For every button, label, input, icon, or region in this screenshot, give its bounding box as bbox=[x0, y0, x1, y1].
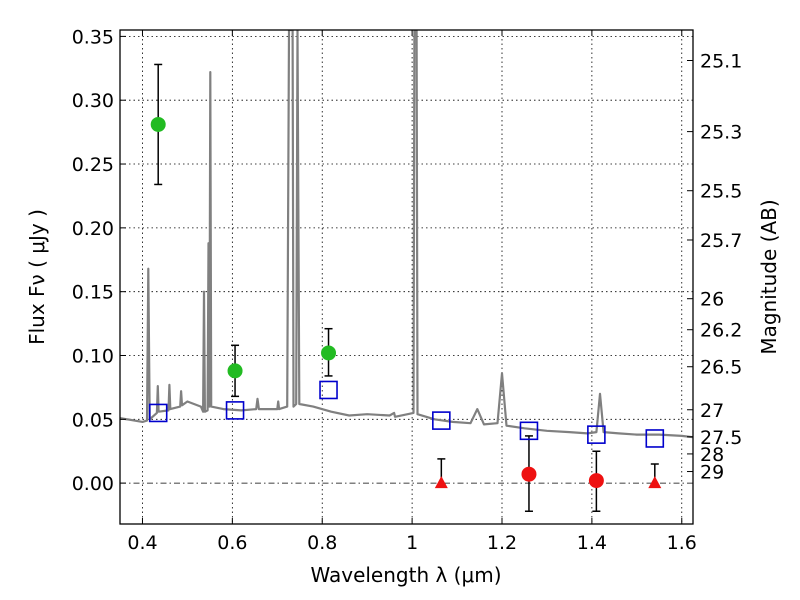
photometry-point bbox=[588, 473, 604, 489]
y2-tick-label: 29 bbox=[700, 462, 724, 484]
y-ticks: 0.00 0.05 0.10 0.15 0.20 0.25 0.30 0.35 bbox=[72, 26, 126, 495]
model-photometry-square bbox=[148, 403, 168, 423]
x-tick-label: 1.2 bbox=[487, 532, 517, 554]
model-spectrum bbox=[120, 30, 693, 439]
plot-frame bbox=[119, 29, 694, 525]
model-photometry-square bbox=[587, 425, 606, 444]
y2-tick-label: 25.7 bbox=[700, 230, 742, 252]
y2-tick-label: 28 bbox=[700, 444, 724, 466]
y2-tick-label: 26.2 bbox=[700, 320, 742, 342]
y2-tick-label: 27 bbox=[700, 400, 724, 422]
photometry-point bbox=[150, 116, 166, 132]
y-tick-label: 0.10 bbox=[72, 346, 114, 368]
x-axis-label: Wavelength λ (μm) bbox=[310, 563, 501, 587]
y-tick-label: 0.20 bbox=[72, 218, 114, 240]
model-photometry-square bbox=[225, 401, 245, 420]
model-spectrum-line bbox=[120, 30, 693, 439]
grid bbox=[120, 30, 693, 524]
markers bbox=[148, 63, 665, 512]
y2-tick-label: 25.1 bbox=[700, 51, 742, 73]
y-tick-label: 0.15 bbox=[72, 282, 114, 304]
upper-limit-marker bbox=[434, 476, 448, 489]
photometry-point bbox=[227, 363, 243, 379]
x-tick-label: 1.6 bbox=[667, 532, 697, 554]
photometry-point bbox=[521, 466, 537, 482]
model-photometry-square bbox=[519, 421, 539, 441]
y-axis-label: Flux Fν ( μJy ) bbox=[25, 209, 49, 345]
upper-limit-marker bbox=[648, 476, 662, 489]
photometry-point bbox=[321, 345, 337, 361]
y2-tick-label: 27.5 bbox=[700, 427, 742, 449]
y2-tick-label: 26 bbox=[700, 289, 724, 311]
x-tick-label: 1.4 bbox=[577, 532, 607, 554]
y-tick-label: 0.25 bbox=[72, 154, 114, 176]
y2-tick-label: 26.5 bbox=[700, 357, 742, 379]
y-tick-label: 0.30 bbox=[72, 90, 114, 112]
y-tick-label: 0.35 bbox=[72, 26, 114, 48]
x-tick-label: 0.4 bbox=[127, 532, 157, 554]
x-tick-label: 0.8 bbox=[307, 532, 337, 554]
model-photometry-square bbox=[432, 411, 451, 430]
model-photometry-square bbox=[645, 429, 665, 448]
model-photometry-square bbox=[319, 380, 338, 400]
y2-tick-label: 25.3 bbox=[700, 122, 742, 144]
x-ticks: 0.4 0.6 0.8 1 1.2 1.4 1.6 bbox=[127, 30, 697, 554]
y-tick-label: 0.00 bbox=[72, 473, 114, 495]
y-tick-label: 0.05 bbox=[72, 409, 114, 431]
y2-axis-label: Magnitude (AB) bbox=[757, 199, 781, 354]
y2-tick-label: 25.5 bbox=[700, 181, 742, 203]
x-tick-label: 1 bbox=[406, 532, 418, 554]
x-tick-label: 0.6 bbox=[217, 532, 247, 554]
